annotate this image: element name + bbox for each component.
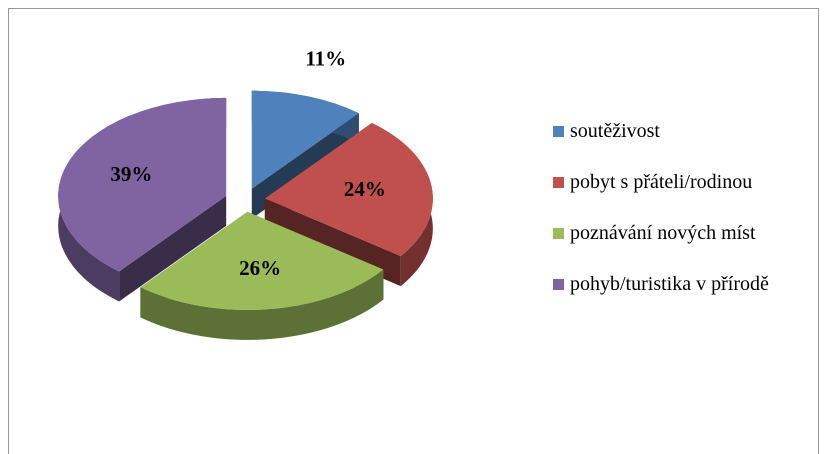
data-label: 24% <box>344 177 386 201</box>
slice <box>251 90 359 189</box>
legend-label: pohyb/turistika v přírodě <box>570 273 769 295</box>
legend-swatch <box>553 279 564 290</box>
slice-radial-wall <box>119 195 227 302</box>
legend-label: soutěživost <box>570 120 660 142</box>
legend-item: pobyt s přáteli/rodinou <box>553 169 775 195</box>
slice <box>58 97 227 272</box>
legend-item: pohyb/turistika v přírodě <box>553 271 775 297</box>
data-label: 26% <box>239 256 281 280</box>
data-label: 39% <box>110 162 152 186</box>
legend-item: poznávání nových míst <box>553 220 775 246</box>
frame <box>8 8 819 454</box>
legend-swatch <box>553 177 564 188</box>
legend-swatch <box>553 228 564 239</box>
legend: soutěživost pobyt s přáteli/rodinou poznáv… <box>553 118 823 322</box>
tops <box>58 90 433 310</box>
legend-swatch <box>553 126 564 137</box>
slice <box>264 122 433 257</box>
data-label: 11% <box>305 47 346 71</box>
legend-label: poznávání nových míst <box>570 222 756 244</box>
legend-item: soutěživost <box>553 118 775 144</box>
legend-label: pobyt s přáteli/rodinou <box>570 171 753 193</box>
slice <box>140 211 384 310</box>
slice-side <box>140 269 384 340</box>
